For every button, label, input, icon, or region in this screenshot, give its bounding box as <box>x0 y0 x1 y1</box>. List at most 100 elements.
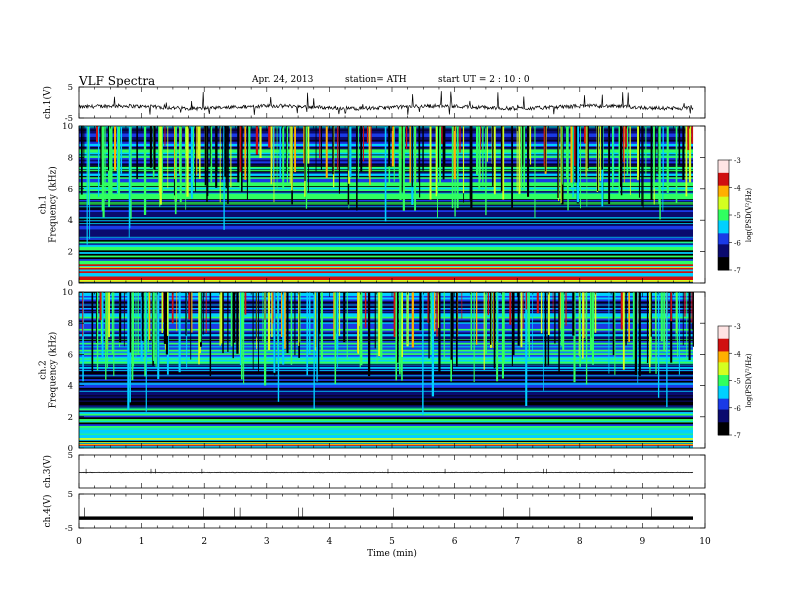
colorbar-segment <box>718 172 729 176</box>
ch1-spectrogram-sferic <box>89 126 91 240</box>
ch2-spectrogram-sferic <box>222 292 224 354</box>
ch2-spectrogram-sferic <box>188 292 191 320</box>
colorbar-segment <box>718 424 729 427</box>
ch2-spectrogram-line <box>79 359 693 361</box>
ch1-spectrogram-sferic <box>678 126 681 165</box>
ch2-spectrogram-band <box>79 390 693 394</box>
ch2-spectrogram-band <box>79 444 693 447</box>
ch2-spectrogram-band <box>79 324 693 328</box>
ch1-spectrogram-sferic <box>437 126 439 218</box>
ch1-spectrogram-sferic <box>129 126 132 219</box>
ch2-spectrogram-band <box>79 323 693 326</box>
ch2-spectrogram-sferic <box>230 292 233 347</box>
ch1-spectrogram-sferic <box>255 126 259 155</box>
ch2-spectrogram-sferic <box>585 292 588 385</box>
ch2-spectrogram-sferic <box>501 292 504 379</box>
ch1-spectrogram-sferic <box>114 126 117 171</box>
ch2-spectrogram-line <box>79 370 693 371</box>
ch2-spectrogram-band <box>79 370 693 373</box>
colorbar-segment <box>718 411 729 414</box>
ch2-spectrogram-sferic <box>378 292 381 357</box>
ch1-spectrogram-sferic <box>599 126 601 182</box>
ch2-spectrogram-sferic <box>592 292 594 365</box>
header: VLF Spectra Apr. 24, 2013 station= ATH s… <box>0 0 792 90</box>
ch1-spectrogram-line <box>79 242 693 244</box>
colorbar-segment <box>718 373 729 376</box>
ch1-spectrogram-sferic <box>479 126 482 150</box>
ch2-spectrogram-line <box>79 441 693 443</box>
colorbar-segment <box>718 244 729 247</box>
colorbar-segment <box>718 355 729 358</box>
ch2-spectrogram-sferic <box>198 292 200 365</box>
ch1-spectrogram-sferic <box>597 126 599 191</box>
ch2-spectrogram-sferic <box>496 292 499 382</box>
ch2-spectrogram-sferic <box>273 292 276 373</box>
ch1-spectrogram-sferic <box>529 126 532 165</box>
ch2-spectrogram-sferic <box>527 292 529 343</box>
ch2-spectrogram-band <box>79 368 693 371</box>
ch1-spectrogram-sferic <box>246 126 248 200</box>
ch1-spectrogram-line <box>79 221 693 223</box>
ch1-spectrogram-sferic <box>601 126 603 170</box>
ch1-spectrogram-sferic <box>688 126 692 183</box>
ch2-spectrogram-sferic <box>544 292 547 367</box>
date-label: Apr. 24, 2013 <box>252 75 314 85</box>
colorbar-segment <box>718 375 729 378</box>
ch2-spectrogram-sferic <box>141 292 144 341</box>
ch2-spectrogram-sferic <box>691 292 693 323</box>
colorbar-segment <box>718 391 729 394</box>
ch1-spectrogram-sferic <box>534 126 536 218</box>
ch1-spectrogram-sferic <box>224 126 227 177</box>
ch2-spectrogram-sferic <box>655 292 657 374</box>
colorbar-segment <box>718 351 729 354</box>
ch2-spectrogram-band <box>79 319 693 322</box>
time-tick-label: 8 <box>577 537 583 547</box>
ch1-spectrogram-sferic <box>210 126 213 183</box>
ch1-spectrogram-line <box>79 236 693 238</box>
ch1-spectrogram-sferic <box>486 126 488 162</box>
ch1-spectrogram-sferic <box>294 126 296 173</box>
colorbar-segment <box>718 226 729 229</box>
ch1-spectrogram-sferic <box>526 126 530 197</box>
ch1-spectrogram-sferic <box>149 126 152 168</box>
colorbar-segment <box>718 160 729 163</box>
ch1-spectrogram-sferic <box>618 126 620 198</box>
ch2-spectrogram-sferic <box>240 292 243 380</box>
ch1-spectrogram-ylabel-line1: ch.1 <box>39 195 49 214</box>
ch2-spectrogram-sferic <box>491 292 492 342</box>
ch2-spectrogram-sferic <box>525 292 527 310</box>
ch1-spectrogram-sferic <box>521 126 524 166</box>
ch1-spectrogram-sferic <box>289 126 291 184</box>
ch2-spectrogram-sferic <box>634 292 638 375</box>
ch2-spectrogram-sferic <box>360 292 363 366</box>
ch2-spectrogram-sferic <box>487 292 489 316</box>
ch2-spectrogram-sferic <box>364 292 367 328</box>
colorbar-segment <box>718 393 729 396</box>
ch1-spectrogram-sferic <box>388 126 391 167</box>
ch1-spectrogram-sferic <box>543 126 545 167</box>
ch2-spectrogram-sferic <box>637 292 639 383</box>
ch2-spectrogram-sferic <box>572 292 575 336</box>
ch2-spectrogram-ylabel-line1: ch.2 <box>39 360 49 379</box>
colorbar-segment <box>718 251 729 254</box>
colorbar-segment <box>718 344 729 347</box>
ch2-spectrogram-sferic <box>334 292 335 327</box>
ch2-spectrogram-band <box>79 292 693 295</box>
ch1-spectrogram-sferic <box>470 126 473 208</box>
ch2-spectrogram-sferic <box>137 292 139 356</box>
colorbar-segment <box>718 345 729 349</box>
ch2-spectrogram-line <box>79 340 693 341</box>
colorbar-segment <box>718 213 729 216</box>
ch2-spectrogram-sferic <box>443 292 445 358</box>
colorbar-segment <box>718 227 729 231</box>
colorbar-segment <box>718 196 729 199</box>
ch1-spectrogram-sferic <box>303 126 305 164</box>
ch1-spectrogram-sferic <box>492 126 494 187</box>
ch2-spectrogram-sferic <box>428 292 430 359</box>
ch2-spectrogram-line <box>79 383 693 385</box>
colorbar-segment <box>718 174 729 177</box>
ch2-spectrogram-band <box>79 375 693 378</box>
colorbar-segment <box>718 413 729 416</box>
colorbar-segment <box>718 178 729 181</box>
